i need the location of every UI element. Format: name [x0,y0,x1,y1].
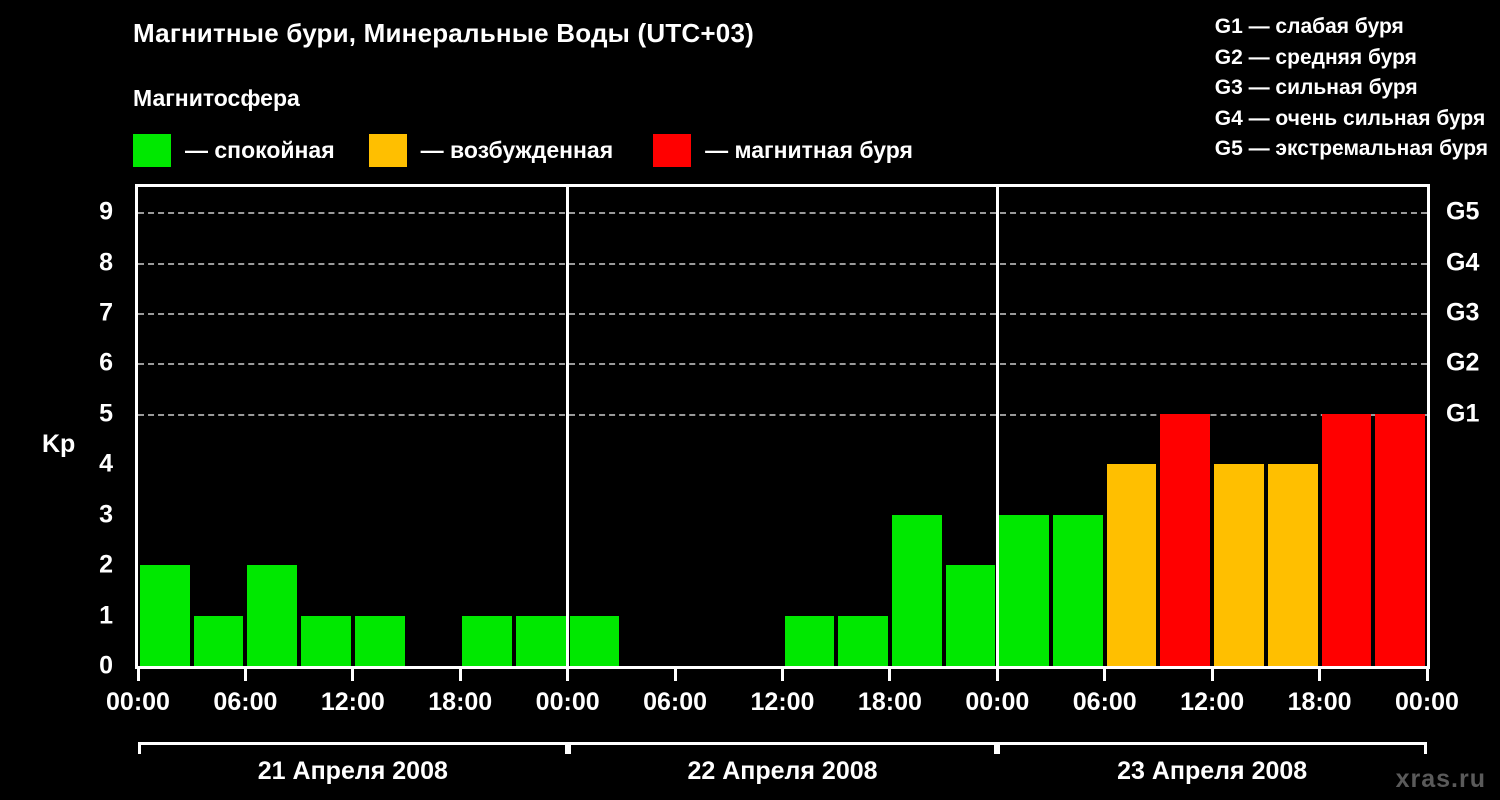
bar [1321,413,1372,666]
bar [891,514,942,666]
bar [140,565,190,666]
x-tick-label: 12:00 [1180,688,1245,716]
watermark: xras.ru [1395,765,1486,793]
gscale-line-g5: G5 — экстремальная буря [1214,137,1488,160]
day-label: 22 Апреля 2008 [687,757,878,785]
day-bracket [997,742,1427,754]
bar [1106,464,1157,666]
plot-area [135,184,1430,669]
bar [301,615,351,666]
y-tick-label: 0 [99,651,113,680]
legend-label-excited: — возбужденная [420,136,614,163]
gscale-line-g3: G3 — сильная буря [1214,76,1418,99]
bar [515,615,566,666]
magnetosphere-heading: Магнитосфера [133,85,300,111]
x-tick-label: 00:00 [535,688,600,716]
x-tick [1318,669,1322,681]
magnetosphere-legend: — спокойная — возбужденная — магнитная б… [133,133,913,167]
y-tick-label: 3 [99,500,113,529]
y-tick-label: 7 [99,298,113,327]
bar [999,514,1050,666]
y-axis-title: Kp [42,430,76,458]
gridline [138,212,1427,215]
bar [1160,413,1211,666]
x-tick [458,669,462,681]
x-tick-label: 06:00 [643,688,708,716]
gridline [138,262,1427,265]
x-tick-label: 00:00 [965,688,1030,716]
day-separator [995,187,999,666]
y-tick-label: 6 [99,348,113,377]
gscale-line-g4: G4 — очень сильная буря [1214,106,1486,130]
g-scale-tick-label: G2 [1446,348,1480,377]
legend-swatch-storm-icon [653,133,692,167]
legend-label-storm: — магнитная буря [705,136,913,163]
x-tick-label: 12:00 [320,688,385,716]
x-tick-label: 18:00 [428,688,493,716]
bar [569,615,620,666]
x-tick [566,669,570,681]
x-tick-label: 06:00 [213,688,278,716]
day-bracket [138,742,568,754]
page-title: Магнитные бури, Минеральные Воды (UTC+03… [133,18,754,48]
bar [247,565,298,666]
bar [193,615,244,666]
day-label: 21 Апреля 2008 [257,757,448,785]
y-tick-label: 5 [99,399,113,428]
x-tick [781,669,784,681]
bar [1375,413,1425,666]
gridline [138,413,1427,416]
bar [462,615,512,666]
x-tick [351,669,355,681]
y-tick-label: 4 [99,449,113,478]
y-tick-label: 1 [99,601,113,630]
plot-inner [138,187,1427,666]
legend-label-calm: — спокойная [185,136,335,163]
bar [1214,464,1264,666]
day-label: 23 Апреля 2008 [1117,757,1308,785]
x-tick-label: 18:00 [1287,688,1352,716]
legend-item-calm: — спокойная [133,133,335,167]
x-tick [1425,669,1429,681]
bar [945,565,996,666]
x-tick [136,669,140,681]
bar [784,615,835,666]
legend-swatch-excited-icon [368,133,407,167]
gridline [138,363,1427,366]
g-scale-tick-label: G4 [1446,248,1480,277]
x-tick [243,669,247,681]
bar [838,615,888,666]
x-tick [1103,669,1107,681]
gscale-line-g1: G1 — слабая буря [1214,15,1404,38]
y-tick-label: 9 [99,197,113,226]
x-tick [888,669,892,681]
y-tick-label: 2 [99,550,113,579]
g-scale-tick-label: G1 [1446,399,1480,428]
x-tick-label: 00:00 [1395,688,1459,716]
g-scale-tick-label: G5 [1446,197,1480,226]
legend-swatch-calm-icon [133,133,171,167]
x-tick-label: 00:00 [106,688,170,716]
x-tick-label: 18:00 [857,688,922,716]
gscale-legend: G1 — слабая буря G2 — средняя буря G3 — … [1215,12,1488,165]
x-tick [1210,669,1214,681]
x-tick [995,669,999,681]
x-tick-label: 06:00 [1072,688,1137,716]
gscale-line-g2: G2 — средняя буря [1214,45,1417,69]
legend-item-excited: — возбужденная [368,133,614,167]
day-bracket [567,742,998,754]
day-separator [566,187,570,666]
x-tick [673,669,677,681]
legend-item-storm: — магнитная буря [653,133,913,167]
g-scale-tick-label: G3 [1446,298,1480,327]
bar [1267,464,1318,666]
bar [354,615,405,666]
y-tick-label: 8 [99,248,113,277]
x-tick-label: 12:00 [750,688,815,716]
gridline [138,313,1427,316]
bar [1053,514,1103,666]
